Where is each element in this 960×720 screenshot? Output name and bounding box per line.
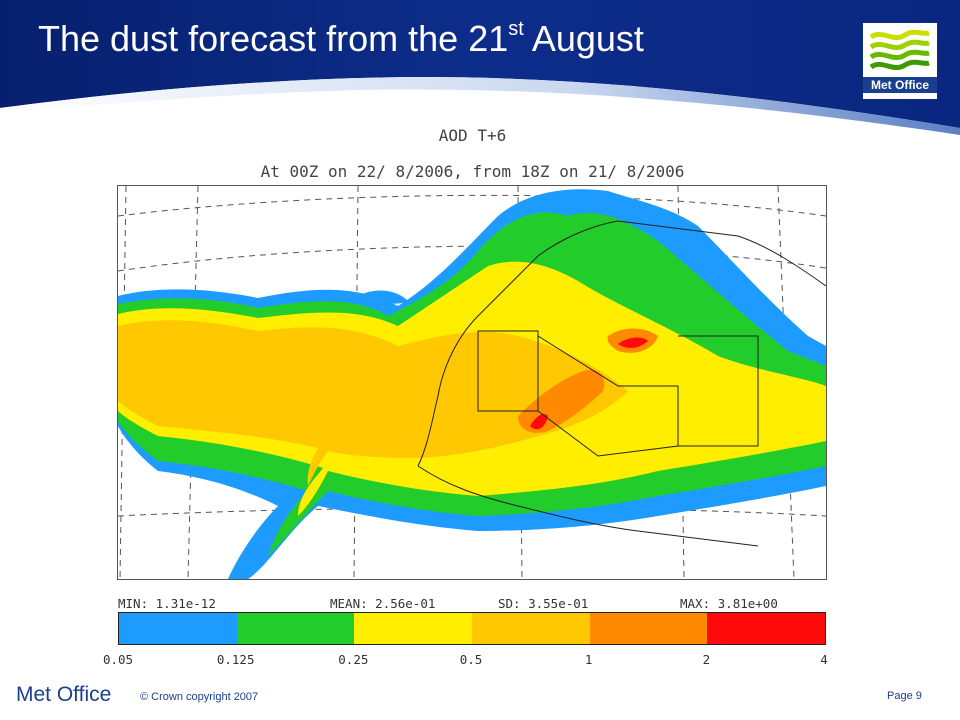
- stat-mean-value: 2.56e-01: [375, 596, 436, 611]
- colorbar-swatch: [472, 613, 590, 644]
- waves-icon: [869, 29, 930, 71]
- stat-mean: MEAN: 2.56e-01: [330, 596, 435, 611]
- title-text-end: August: [523, 18, 644, 59]
- stat-max: MAX: 3.81e+00: [680, 596, 778, 611]
- met-office-logo: Met Office: [862, 22, 938, 100]
- colorbar: [118, 612, 826, 645]
- stat-sd-value: 3.55e-01: [528, 596, 589, 611]
- aod-red-patch-algeria: [618, 337, 648, 348]
- stat-min: MIN: 1.31e-12: [118, 596, 216, 611]
- coastlines: [417, 220, 827, 547]
- stat-max-label: MAX:: [680, 596, 711, 611]
- title-text: The dust forecast from the 21: [38, 18, 509, 59]
- aod-amber-region: [118, 320, 628, 486]
- colorbar-swatch: [589, 613, 708, 644]
- colorbar-swatch: [119, 613, 237, 644]
- title-superscript: st: [508, 18, 524, 40]
- stat-max-value: 3.81e+00: [717, 596, 778, 611]
- footer-brand: Met Office: [16, 683, 112, 706]
- page-number: Page 9: [887, 690, 922, 702]
- colorbar-tick-label: 0.05: [102, 652, 134, 667]
- stat-sd-label: SD:: [498, 596, 521, 611]
- colorbar-tick-label: 2: [702, 652, 711, 667]
- stat-min-label: MIN:: [118, 596, 149, 611]
- header-swoosh: [0, 0, 960, 135]
- footer-copyright: © Crown copyright 2007: [140, 691, 259, 703]
- map-title: AOD T+6: [438, 126, 507, 145]
- colorbar-tick-label: 1: [584, 652, 593, 667]
- colorbar-tick-label: 0.5: [459, 652, 483, 667]
- map-subtitle: At 00Z on 22/ 8/2006, from 18Z on 21/ 8/…: [260, 162, 685, 181]
- colorbar-swatch: [707, 613, 826, 644]
- colorbar-tick-label: 0.125: [216, 652, 255, 667]
- stat-mean-label: MEAN:: [330, 596, 368, 611]
- logo-text: Met Office: [863, 77, 937, 93]
- colorbar-tick-label: 0.25: [338, 652, 369, 667]
- slide-title: The dust forecast from the 21st August: [38, 18, 644, 60]
- colorbar-swatch: [354, 613, 473, 644]
- aod-blue-patch: [358, 290, 408, 304]
- header-banner: The dust forecast from the 21st August M…: [0, 0, 960, 135]
- aod-red-patch-sahara: [530, 414, 548, 430]
- dust-forecast-map: [117, 185, 827, 580]
- aod-field-map: [117, 185, 827, 580]
- stat-min-value: 1.31e-12: [155, 596, 216, 611]
- colorbar-swatch: [236, 613, 355, 644]
- colorbar-tick-label: 4: [820, 652, 828, 667]
- stat-sd: SD: 3.55e-01: [498, 596, 588, 611]
